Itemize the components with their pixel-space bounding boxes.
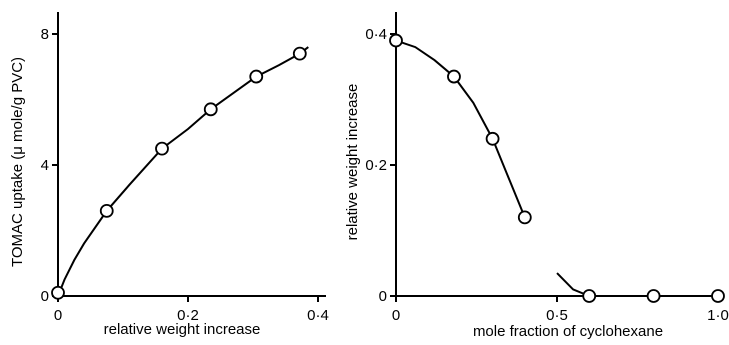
left-data-point — [249, 69, 264, 84]
left-y-label: TOMAC uptake (μ mole/g PVC) — [9, 57, 26, 267]
right-x-tick-label: 1·0 — [707, 307, 729, 324]
left-data-point — [155, 141, 169, 156]
right-y-tick-label: 0 — [379, 288, 387, 305]
right-x-tick-label: 0·5 — [546, 307, 568, 324]
right-tick-labels: 0 0·5 1·0 0 0·2 0·4 — [365, 26, 729, 324]
left-ticks — [52, 33, 319, 302]
left-y-tick-label: 8 — [41, 26, 49, 43]
left-x-tick-label: 0·4 — [307, 307, 329, 324]
left-data-point — [292, 46, 307, 61]
right-data-point — [582, 289, 597, 303]
right-x-tick-label: 0 — [392, 307, 400, 324]
left-chart: 0 0·2 0·4 0 4 8 relative weight increase TOMA… — [9, 12, 329, 338]
right-points — [389, 33, 725, 303]
left-data-point — [203, 102, 218, 117]
right-data-point — [711, 289, 725, 303]
left-tick-labels: 0 0·2 0·4 0 4 8 — [41, 26, 329, 324]
left-y-tick-label: 0 — [41, 288, 49, 305]
right-data-point — [485, 131, 500, 146]
right-data-point — [389, 33, 403, 48]
right-y-label: relative weight increase — [344, 84, 361, 241]
right-y-tick-label: 0·4 — [365, 26, 387, 43]
right-fit-curve — [395, 39, 718, 297]
left-y-tick-label: 4 — [41, 157, 49, 174]
right-y-tick-label: 0·2 — [365, 157, 387, 174]
right-chart: 0 0·5 1·0 0 0·2 0·4 mole fraction of cyclohex… — [344, 12, 729, 340]
left-fit-curve — [57, 46, 309, 297]
left-points — [51, 46, 307, 300]
right-data-point — [517, 210, 532, 225]
left-data-point — [51, 285, 65, 300]
right-data-point — [646, 289, 661, 303]
left-x-label: relative weight increase — [104, 321, 261, 338]
right-ticks — [390, 33, 719, 302]
left-x-tick-label: 0 — [54, 307, 62, 324]
right-x-label: mole fraction of cyclohexane — [473, 323, 663, 340]
left-x-tick-label: 0·2 — [177, 307, 199, 324]
left-data-point — [99, 203, 114, 218]
right-data-point — [447, 69, 461, 84]
